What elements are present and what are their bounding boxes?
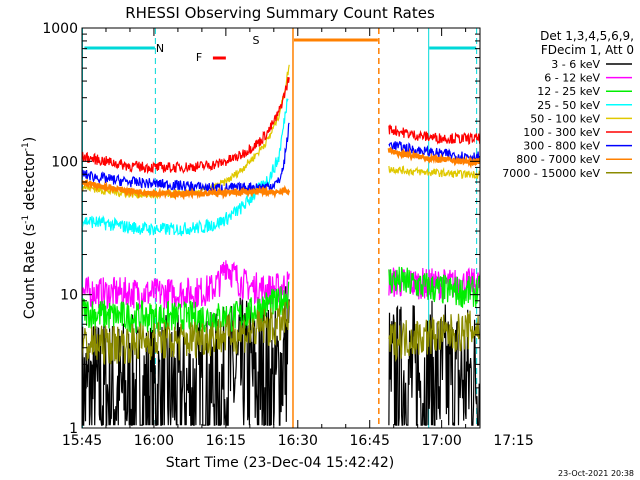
x-tick-label-2: 16:15 [206,433,246,449]
series-1-line-0 [82,260,290,310]
legend-label-4: 50 - 100 keV [530,112,600,125]
series-7-line-1 [387,146,480,169]
series-0 [82,286,480,426]
y-tick-label-3: 1000 [42,21,78,37]
series-5-line-1 [388,124,480,146]
annotation-n: N [156,42,164,55]
series-layer [82,64,480,426]
legend-label-0: 3 - 6 keV [551,58,600,71]
y-axis-label-part1: Count Rate (s [22,224,38,319]
y-axis-label: Count Rate (s-1 detector-1) [21,137,38,319]
y-axis-label-sup2: -1 [21,142,31,151]
x-axis-label: Start Time (23-Dec-04 15:42:42) [166,455,394,471]
series-8-line-0 [82,300,290,365]
legend-label-5: 100 - 300 keV [523,126,600,139]
y-axis-label-sup1: -1 [21,215,31,224]
series-7 [82,146,480,201]
y-tick-label-1: 10 [60,288,78,304]
x-tick-label-1: 16:00 [134,433,174,449]
y-axis-label-part3: ) [22,137,38,142]
plot-frame [81,27,481,429]
x-tick-label-0: 15:45 [62,433,102,449]
x-tick-label-4: 16:45 [350,433,390,449]
series-8 [82,300,480,365]
series-2 [82,266,480,334]
saa-markers [212,28,380,428]
legend-label-6: 300 - 800 keV [523,140,600,153]
series-4-line-1 [388,165,480,180]
y-axis-label-part2: detector [22,151,38,215]
legend-label-1: 6 - 12 keV [544,72,600,85]
legend-header-2: FDecim 1, Att 0 [541,43,634,57]
y-tick-label-2: 100 [51,154,78,170]
legend-label-8: 7000 - 15000 keV [502,167,600,180]
series-3-line-0 [82,98,289,237]
y-tick-labels: 1 10 100 1000 [42,21,78,437]
legend-label-2: 12 - 25 keV [537,85,600,98]
axis-ticks [81,27,480,429]
legend: Det 1,3,4,5,6,9, FDecim 1, Att 0 3 - 6 k… [502,29,634,180]
x-tick-labels: 15:45 16:00 16:15 16:30 16:45 17:00 17:15 [62,433,534,449]
timestamp: 23-Oct-2021 20:38 [558,469,634,478]
series-7-line-0 [82,179,291,201]
series-5 [82,77,480,175]
series-8-line-1 [388,310,480,363]
chart-title: RHESSI Observing Summary Count Rates [125,4,435,22]
annotation-f: F [196,51,202,64]
x-tick-label-3: 16:30 [278,433,318,449]
series-6-line-1 [388,141,480,162]
legend-label-7: 800 - 7000 keV [516,153,600,166]
series-0-line-1 [388,300,480,426]
x-tick-label-5: 17:00 [421,433,461,449]
y-tick-label-0: 1 [69,421,78,437]
series-5-line-0 [82,77,290,175]
series-3 [82,98,289,237]
legend-header-1: Det 1,3,4,5,6,9, [540,29,634,43]
annotation-s: S [253,34,260,47]
legend-label-3: 25 - 50 keV [537,99,600,112]
series-0-line-0 [82,286,290,426]
x-tick-label-6: 17:15 [493,433,533,449]
series-2-line-0 [82,281,290,334]
series-2-line-1 [388,266,480,308]
